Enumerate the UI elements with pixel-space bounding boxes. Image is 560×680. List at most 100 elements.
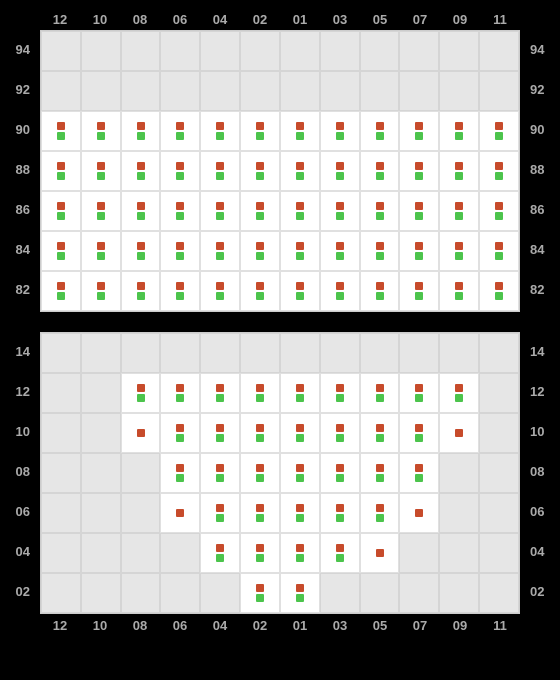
seat-cell[interactable] [41,151,81,191]
seat-cell[interactable] [320,533,360,573]
seat-cell[interactable] [160,111,200,151]
seat-cell[interactable] [280,493,320,533]
seat-cell[interactable] [479,191,519,231]
seat-cell[interactable] [41,231,81,271]
seat-cell[interactable] [399,111,439,151]
seat-cell[interactable] [41,191,81,231]
seat-cell[interactable] [439,373,479,413]
seat-cell[interactable] [121,373,161,413]
seat-cell[interactable] [280,231,320,271]
marker-top [176,242,184,250]
seat-cell[interactable] [41,111,81,151]
seat-cell[interactable] [360,271,400,311]
seat-cell[interactable] [479,271,519,311]
seat-cell[interactable] [121,191,161,231]
seat-cell[interactable] [320,151,360,191]
seat-cell[interactable] [160,271,200,311]
seat-cell[interactable] [200,373,240,413]
seat-cell[interactable] [240,231,280,271]
seat-cell[interactable] [240,573,280,613]
seat-cell[interactable] [439,413,479,453]
seat-cell[interactable] [360,191,400,231]
seat-cell[interactable] [81,151,121,191]
seat-cell[interactable] [41,271,81,311]
seat-cell[interactable] [160,413,200,453]
seat-cell[interactable] [240,151,280,191]
seat-cell[interactable] [320,191,360,231]
seat-cell[interactable] [280,573,320,613]
seat-cell[interactable] [320,413,360,453]
seat-cell[interactable] [200,151,240,191]
seat-cell[interactable] [360,231,400,271]
seat-cell[interactable] [360,533,400,573]
seat-cell[interactable] [399,271,439,311]
seat-cell[interactable] [160,493,200,533]
seat-cell[interactable] [360,453,400,493]
seat-cell[interactable] [280,413,320,453]
seat-cell[interactable] [320,453,360,493]
seat-cell[interactable] [240,373,280,413]
seat-cell[interactable] [81,111,121,151]
seat-cell[interactable] [439,271,479,311]
seat-cell[interactable] [280,373,320,413]
seat-cell[interactable] [439,111,479,151]
seat-cell[interactable] [399,373,439,413]
seat-cell[interactable] [240,493,280,533]
seat-cell[interactable] [439,191,479,231]
seat-cell[interactable] [240,271,280,311]
seat-cell[interactable] [200,493,240,533]
seat-cell[interactable] [360,151,400,191]
seat-cell[interactable] [399,151,439,191]
seat-cell[interactable] [399,191,439,231]
seat-cell[interactable] [280,533,320,573]
seat-cell[interactable] [81,231,121,271]
seat-cell[interactable] [121,151,161,191]
seat-cell[interactable] [360,493,400,533]
seat-cell[interactable] [439,231,479,271]
seat-cell[interactable] [200,191,240,231]
seat-cell[interactable] [320,231,360,271]
seat-cell[interactable] [200,413,240,453]
seat-cell[interactable] [240,453,280,493]
seat-cell[interactable] [280,271,320,311]
seat-cell[interactable] [439,151,479,191]
seat-cell[interactable] [479,111,519,151]
seat-cell[interactable] [121,413,161,453]
seat-cell[interactable] [121,271,161,311]
seat-cell[interactable] [121,231,161,271]
seat-cell[interactable] [320,111,360,151]
seat-cell[interactable] [240,533,280,573]
seat-cell[interactable] [121,111,161,151]
seat-cell[interactable] [280,111,320,151]
seat-cell[interactable] [280,151,320,191]
seat-cell[interactable] [200,533,240,573]
seat-cell[interactable] [160,453,200,493]
seat-cell[interactable] [320,373,360,413]
seat-cell[interactable] [160,373,200,413]
seat-cell[interactable] [320,271,360,311]
seat-cell[interactable] [320,493,360,533]
seat-cell[interactable] [399,453,439,493]
seat-cell[interactable] [81,271,121,311]
seat-cell[interactable] [399,413,439,453]
seat-cell[interactable] [81,191,121,231]
seat-cell[interactable] [160,191,200,231]
seat-cell[interactable] [280,453,320,493]
seat-cell[interactable] [240,191,280,231]
seat-cell[interactable] [360,413,400,453]
seat-cell[interactable] [399,493,439,533]
seat-cell[interactable] [360,111,400,151]
seat-cell[interactable] [479,151,519,191]
seat-cell[interactable] [160,151,200,191]
seat-cell[interactable] [200,271,240,311]
seat-cell[interactable] [200,111,240,151]
seat-cell[interactable] [200,453,240,493]
seat-cell[interactable] [200,231,240,271]
seat-cell[interactable] [399,231,439,271]
seat-cell[interactable] [240,413,280,453]
seat-cell[interactable] [240,111,280,151]
seat-cell[interactable] [360,373,400,413]
seat-cell[interactable] [479,231,519,271]
seat-cell[interactable] [160,231,200,271]
seat-cell[interactable] [280,191,320,231]
